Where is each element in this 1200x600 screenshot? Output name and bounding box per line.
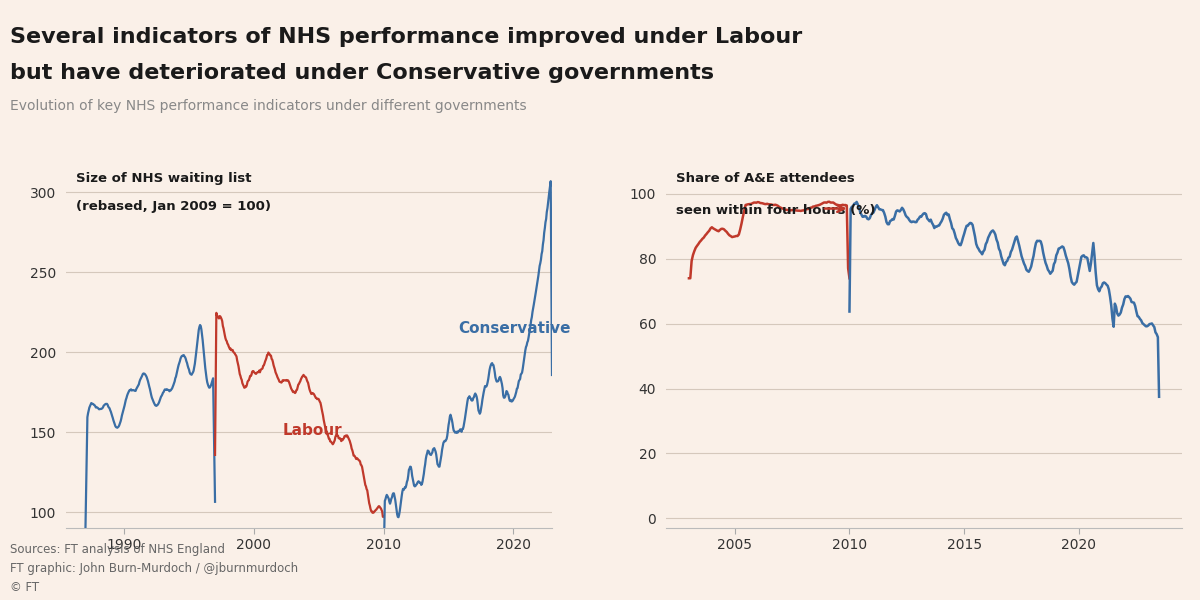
Text: Sources: FT analysis of NHS England
FT graphic: John Burn-Murdoch / @jburnmurdoc: Sources: FT analysis of NHS England FT g… bbox=[10, 543, 298, 594]
Text: Size of NHS waiting list: Size of NHS waiting list bbox=[76, 172, 251, 185]
Text: Several indicators of NHS performance improved under Labour: Several indicators of NHS performance im… bbox=[10, 27, 802, 47]
Text: Evolution of key NHS performance indicators under different governments: Evolution of key NHS performance indicat… bbox=[10, 99, 527, 113]
Text: but have deteriorated under Conservative governments: but have deteriorated under Conservative… bbox=[10, 63, 714, 83]
Text: (rebased, Jan 2009 = 100): (rebased, Jan 2009 = 100) bbox=[76, 200, 271, 214]
Text: Conservative: Conservative bbox=[458, 321, 571, 336]
Text: Labour: Labour bbox=[282, 423, 342, 438]
Text: Share of A&E attendees: Share of A&E attendees bbox=[677, 172, 856, 185]
Text: seen within four hours (%): seen within four hours (%) bbox=[677, 204, 876, 217]
